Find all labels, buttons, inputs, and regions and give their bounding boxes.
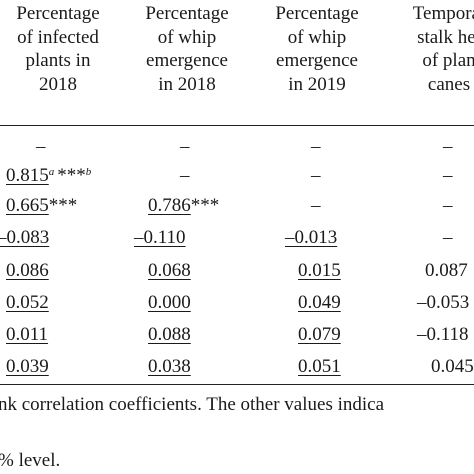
cell-r0-c2: – bbox=[311, 136, 321, 157]
header-line: canes bbox=[427, 73, 471, 95]
header-line: emergence bbox=[146, 50, 228, 71]
cell-r4-c0: 0.086 bbox=[6, 260, 49, 282]
coefficient-value: 0.088 bbox=[148, 324, 191, 345]
header-line: in 2019 bbox=[288, 73, 346, 95]
cell-r4-c3: 0.087 bbox=[425, 260, 468, 281]
cell-r2-c3: – bbox=[443, 195, 453, 216]
coefficient-value: 0.051 bbox=[298, 356, 341, 377]
cell-r5-c1: 0.000 bbox=[148, 292, 191, 314]
coefficient-value: 0.079 bbox=[298, 324, 341, 345]
cell-r3-c2: –0.013 bbox=[285, 227, 337, 249]
cell-r7-c1: 0.038 bbox=[148, 356, 191, 378]
cell-r0-c3: – bbox=[443, 136, 453, 157]
cell-r7-c0: 0.039 bbox=[6, 356, 49, 378]
cell-r0-c1: – bbox=[180, 136, 190, 157]
col-header-whip-2018: Percentage of whip emergence in 2018 bbox=[128, 2, 246, 96]
header-line: of whip bbox=[157, 26, 217, 48]
coefficient-value: –0.083 bbox=[0, 227, 50, 248]
header-rule bbox=[0, 125, 474, 126]
significance-stars: *** bbox=[190, 195, 220, 216]
cell-r2-c2: – bbox=[311, 195, 321, 216]
header-line: stalk hei bbox=[417, 26, 474, 48]
cell-r6-c3: –0.118 bbox=[417, 324, 469, 345]
header-line: plants in bbox=[25, 50, 91, 71]
cell-r4-c1: 0.068 bbox=[148, 260, 191, 282]
cell-r1-c1: – bbox=[180, 165, 190, 186]
footnote-mark: a bbox=[48, 166, 55, 178]
cell-r1-c2: – bbox=[311, 165, 321, 186]
bottom-rule bbox=[0, 384, 474, 385]
cell-r1-c3: – bbox=[443, 165, 453, 186]
footnote-line: % level. bbox=[0, 450, 61, 471]
col-header-whip-2019: Percentage of whip emergence in 2019 bbox=[258, 2, 376, 96]
footnote-mark: b bbox=[85, 166, 92, 178]
coefficient-value: 0.786 bbox=[148, 195, 191, 216]
cell-r1-c0: 0.815a ***b bbox=[6, 165, 91, 187]
cell-r6-c0: 0.011 bbox=[6, 324, 48, 346]
cell-r5-c0: 0.052 bbox=[6, 292, 49, 314]
header-line: Percentage bbox=[16, 3, 100, 24]
coefficient-value: 0.052 bbox=[6, 292, 49, 313]
coefficient-value: 0.086 bbox=[6, 260, 49, 281]
col-header-infected-2018: Percentage of infected plants in 2018 bbox=[0, 2, 116, 96]
cell-r3-c0: –0.083 bbox=[0, 227, 49, 249]
cell-r5-c2: 0.049 bbox=[298, 292, 341, 314]
coefficient-value: 0.015 bbox=[298, 260, 341, 281]
coefficient-value: 0.665 bbox=[6, 195, 49, 216]
header-line: of whip bbox=[287, 26, 347, 48]
coefficient-value: 0.000 bbox=[148, 292, 191, 313]
header-line: emergence bbox=[276, 50, 358, 71]
coefficient-value: 0.068 bbox=[148, 260, 191, 281]
cell-r5-c3: –0.053 bbox=[417, 292, 470, 313]
footnote-line: nk correlation coefficients. The other v… bbox=[0, 394, 385, 415]
cell-r6-c2: 0.079 bbox=[298, 324, 341, 346]
cell-r3-c1: –0.110 bbox=[134, 227, 186, 249]
cell-r0-c0: – bbox=[36, 136, 46, 157]
coefficient-value: –0.013 bbox=[285, 227, 338, 248]
header-line: of infected bbox=[17, 26, 99, 48]
cell-r7-c2: 0.051 bbox=[298, 356, 341, 378]
significance-stars: *** bbox=[57, 165, 86, 186]
header-line: in 2018 bbox=[158, 73, 216, 95]
header-line: of plan bbox=[422, 50, 474, 71]
header-line: Percentage bbox=[145, 3, 229, 24]
cell-r7-c3: 0.045 bbox=[431, 356, 474, 377]
cell-r6-c1: 0.088 bbox=[148, 324, 191, 346]
cell-r2-c0: 0.665*** bbox=[6, 195, 77, 217]
cell-r4-c2: 0.015 bbox=[298, 260, 341, 282]
header-line: Percentage bbox=[275, 3, 359, 24]
coefficient-value: 0.011 bbox=[6, 324, 49, 345]
col-header-stalk-height: Temporal stalk hei of plan canes bbox=[394, 2, 474, 96]
coefficient-value: 0.049 bbox=[298, 292, 341, 313]
header-line: Temporal bbox=[412, 3, 474, 24]
cell-r3-c3: – bbox=[443, 227, 453, 248]
coefficient-value: 0.039 bbox=[6, 356, 49, 377]
cell-r2-c1: 0.786*** bbox=[148, 195, 219, 217]
coefficient-value: 0.815 bbox=[6, 165, 49, 186]
coefficient-value: 0.038 bbox=[148, 356, 191, 377]
header-line: 2018 bbox=[39, 73, 77, 95]
significance-stars: *** bbox=[48, 195, 78, 216]
coefficient-value: –0.110 bbox=[134, 227, 186, 248]
